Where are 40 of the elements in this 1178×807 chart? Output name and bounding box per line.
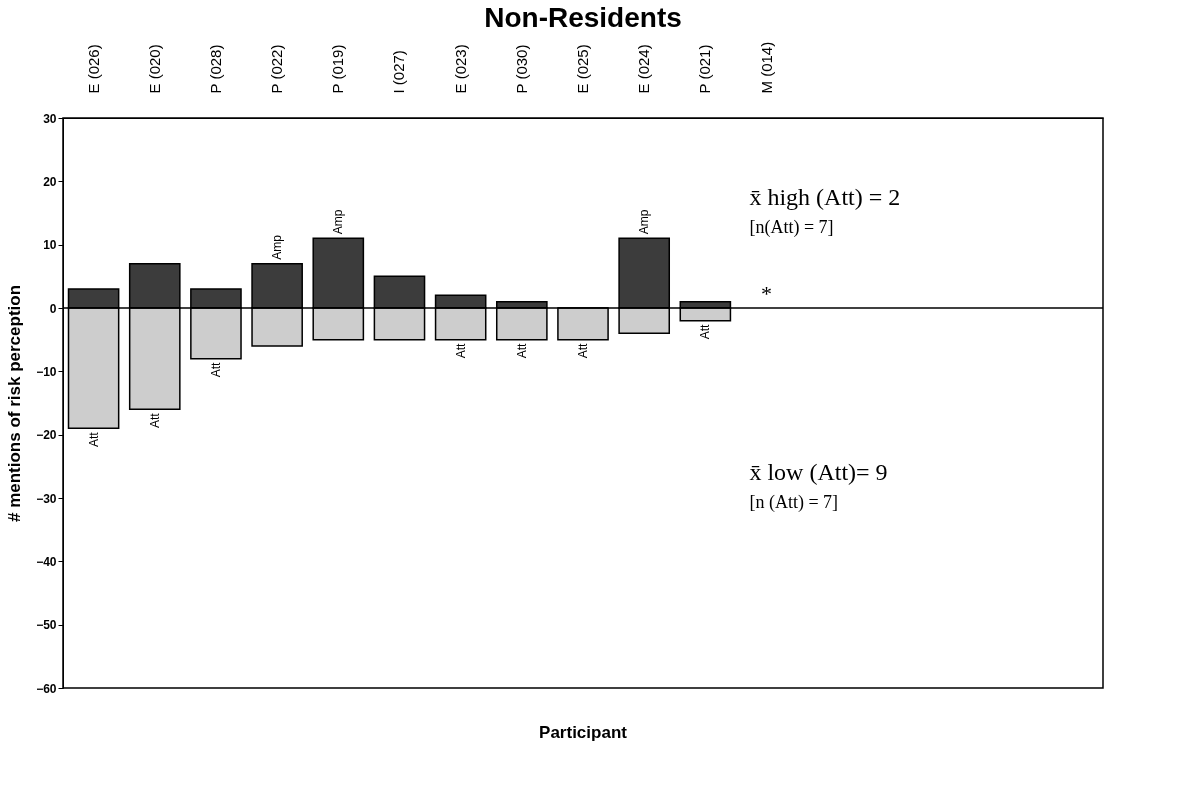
y-axis-title: # mentions of risk perception	[5, 284, 25, 523]
data-label: Att	[698, 324, 713, 340]
y-tick-label: −40	[36, 554, 57, 569]
y-tick-label: −30	[36, 491, 57, 506]
data-label: Att	[208, 362, 223, 378]
y-tick-label: 0	[49, 301, 57, 316]
x-axis-title: Participant	[539, 723, 628, 742]
y-tick-label: −10	[36, 364, 57, 379]
data-label: Amp	[331, 209, 346, 235]
x-tick-label: I (027)	[390, 50, 408, 94]
x-tick-label: P (019)	[329, 44, 347, 94]
y-tick-label: −20	[36, 428, 57, 443]
x-tick-label: P (022)	[268, 44, 286, 94]
data-label: Att	[147, 412, 162, 429]
data-label: Att	[86, 431, 101, 448]
x-tick-label: E (023)	[451, 44, 469, 94]
y-tick-label: 30	[43, 111, 57, 126]
x-tick-label: E (026)	[84, 44, 102, 94]
y-tick-label: 20	[43, 174, 57, 189]
x-tick-label: E (025)	[574, 44, 591, 94]
annotation: x̄ high (Att) = 2	[749, 184, 901, 210]
x-tick-label: E (024)	[635, 44, 653, 94]
annotation: x̄ low (Att)= 9	[749, 459, 888, 485]
data-label: Amp	[637, 209, 652, 235]
y-tick-label: 10	[43, 238, 57, 253]
x-tick-label: P (028)	[206, 44, 224, 94]
data-label: Att	[453, 343, 468, 359]
chart-title: Non-Residents	[484, 2, 682, 34]
annotation: *	[761, 281, 773, 306]
x-tick-label: P (030)	[512, 44, 530, 94]
y-tick-label: −60	[36, 681, 57, 696]
data-label: Amp	[270, 234, 285, 260]
x-tick-label: E (020)	[145, 44, 163, 94]
x-tick-label: P (021)	[696, 44, 714, 94]
data-label: Att	[576, 343, 590, 359]
annotation: [n(Att) = 7]	[749, 217, 834, 238]
annotation: [n (Att) = 7]	[749, 492, 839, 513]
x-tick-label: M (014)	[757, 41, 775, 94]
data-label: Att	[514, 343, 529, 359]
y-tick-label: −50	[36, 618, 57, 633]
